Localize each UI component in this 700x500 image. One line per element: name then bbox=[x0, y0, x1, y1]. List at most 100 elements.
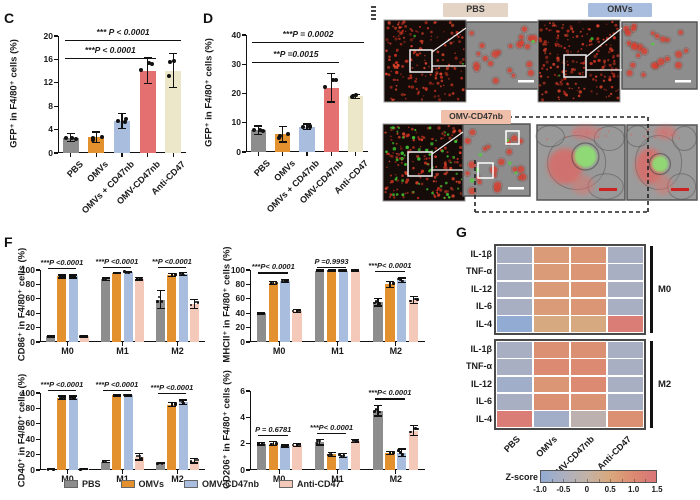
data-point bbox=[178, 272, 182, 275]
error-cap bbox=[385, 450, 394, 453]
data-point bbox=[392, 281, 395, 285]
data-point bbox=[274, 281, 278, 285]
zoom-region-box bbox=[505, 130, 520, 145]
heatmap-cell bbox=[607, 298, 644, 315]
x-tick bbox=[147, 153, 149, 157]
cytokine-row-label: IL-6 bbox=[475, 396, 492, 407]
y-tick-label: 60 bbox=[25, 418, 35, 429]
heatmap-cell bbox=[496, 376, 533, 393]
bar bbox=[112, 272, 122, 342]
colorbar-tick-label: -1.0 bbox=[533, 485, 547, 494]
bar bbox=[373, 410, 383, 470]
significance-line bbox=[157, 392, 187, 395]
error-cap bbox=[190, 457, 199, 460]
error-cap bbox=[257, 444, 266, 446]
bar bbox=[409, 430, 419, 470]
significance-text: ***P <0.0001 bbox=[95, 257, 139, 266]
y-tick-label: 4 bbox=[240, 411, 245, 422]
data-point bbox=[73, 396, 76, 400]
zoom-region-box bbox=[563, 54, 587, 78]
data-point bbox=[260, 128, 265, 133]
error-cap bbox=[278, 141, 287, 143]
data-point bbox=[123, 270, 126, 274]
data-point bbox=[167, 59, 172, 64]
error-bar bbox=[171, 273, 173, 277]
group-label: M2 bbox=[389, 474, 403, 484]
data-point bbox=[124, 394, 128, 397]
data-point bbox=[189, 460, 193, 463]
data-point bbox=[277, 133, 282, 138]
data-point bbox=[251, 128, 256, 133]
error-cap bbox=[143, 57, 152, 59]
error-cap bbox=[254, 133, 263, 135]
data-point bbox=[69, 396, 73, 399]
bar bbox=[338, 455, 349, 470]
bar bbox=[156, 463, 165, 470]
error-cap bbox=[281, 278, 290, 280]
y-tick-label: 16 bbox=[43, 53, 53, 64]
significance-text: ***P< 0.0001 bbox=[309, 422, 354, 432]
significance-text: ***P < 0.0001 bbox=[84, 45, 136, 55]
x-tick bbox=[95, 153, 97, 157]
macrophage-group-label: M2 bbox=[658, 378, 672, 390]
x-tick bbox=[336, 470, 339, 474]
data-point bbox=[298, 308, 302, 312]
y-axis-label: GFP⁺ in F4/80⁺ cells (%) bbox=[8, 39, 20, 148]
data-point bbox=[257, 442, 260, 445]
bar bbox=[280, 446, 290, 470]
significance-text: **P <0.0001 bbox=[151, 257, 192, 266]
heatmap-cell bbox=[533, 298, 570, 315]
bar bbox=[385, 284, 395, 342]
data-point bbox=[155, 300, 159, 303]
bar bbox=[46, 336, 55, 342]
data-point bbox=[315, 441, 319, 445]
colorbar-tick-label: -0.5 bbox=[556, 485, 571, 494]
x-tick bbox=[176, 470, 179, 474]
colorbar-tick bbox=[563, 479, 565, 483]
bar bbox=[68, 397, 78, 470]
data-point bbox=[160, 300, 164, 303]
data-point bbox=[397, 449, 400, 452]
data-point bbox=[374, 300, 378, 303]
data-point bbox=[83, 334, 87, 338]
y-tick bbox=[54, 35, 58, 37]
heatmap-cell bbox=[570, 316, 607, 333]
y-tick-label: 80 bbox=[25, 402, 35, 413]
bar bbox=[314, 442, 325, 470]
microscopy-images bbox=[382, 19, 698, 213]
data-point bbox=[166, 74, 171, 79]
bar bbox=[165, 70, 182, 153]
heatmap-border bbox=[494, 244, 646, 335]
error-bar bbox=[377, 405, 379, 416]
data-point bbox=[274, 442, 278, 445]
panel-g-heatmap: IL-1β TNF-α IL-12 IL-6 IL-4 M0 IL-1β TNF-α IL-12… bbox=[432, 238, 700, 500]
data-point bbox=[338, 269, 341, 272]
significance-line bbox=[316, 267, 347, 269]
error-cap bbox=[327, 451, 336, 453]
data-point bbox=[285, 132, 290, 137]
error-bar bbox=[72, 275, 74, 278]
x-tick bbox=[330, 152, 332, 156]
callout-line bbox=[585, 27, 623, 58]
significance-line bbox=[102, 390, 132, 392]
error-cap bbox=[385, 280, 394, 283]
colorbar-tick bbox=[598, 479, 600, 483]
error-cap bbox=[278, 126, 287, 128]
y-tick bbox=[36, 469, 40, 471]
colorbar-tick bbox=[621, 479, 623, 483]
data-point bbox=[300, 124, 305, 129]
error-bar bbox=[377, 298, 379, 306]
y-tick bbox=[246, 469, 250, 471]
data-point bbox=[174, 402, 177, 405]
error-cap bbox=[373, 415, 382, 417]
panel-f-mhcii-chart: 0 20 40 60 80 100 MHCII⁺ in F4/80⁺ cells (%) M0… bbox=[213, 240, 430, 363]
y-tick-label: 0 bbox=[236, 146, 241, 157]
error-bar bbox=[159, 290, 162, 309]
fluorescence-image bbox=[383, 19, 467, 103]
y-tick-label: 100 bbox=[20, 387, 35, 398]
error-cap bbox=[409, 435, 418, 437]
error-cap bbox=[373, 404, 382, 407]
cytokine-row-label: TNF-α bbox=[465, 266, 492, 277]
data-point bbox=[115, 271, 119, 275]
y-tick-label: 40 bbox=[235, 307, 245, 318]
